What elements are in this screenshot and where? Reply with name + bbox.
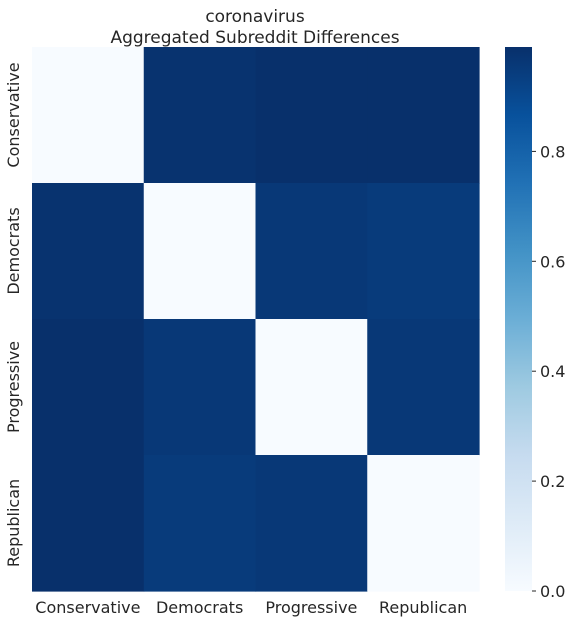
- y-axis-ticks: Conservative Democrats Progressive Republic…: [4, 62, 23, 567]
- colorbar-tick-label: 0.6: [540, 252, 565, 271]
- chart-title: coronavirus: [205, 7, 305, 27]
- heatmap-cell: [32, 455, 145, 592]
- heatmap-cell: [143, 47, 257, 184]
- heatmap-cell: [367, 183, 480, 320]
- heatmap-cell: [32, 319, 145, 456]
- heatmap-cell: [255, 47, 368, 184]
- colorbar: [505, 47, 532, 591]
- chart-subtitle: Aggregated Subreddit Differences: [110, 28, 399, 48]
- x-tick-label: Progressive: [265, 598, 357, 617]
- colorbar-ticks: 0.0 0.2 0.4 0.6 0.8: [532, 142, 565, 601]
- heatmap-cells: [32, 47, 480, 592]
- heatmap-cell: [143, 455, 257, 592]
- x-tick-label: Republican: [379, 598, 467, 617]
- x-tick-label: Conservative: [35, 598, 140, 617]
- heatmap-cell: [367, 455, 480, 592]
- colorbar-tick-label: 0.8: [540, 142, 565, 161]
- heatmap-cell: [367, 319, 480, 456]
- heatmap-cell: [32, 183, 145, 320]
- y-tick-label: Conservative: [4, 62, 23, 167]
- heatmap-cell: [367, 47, 480, 184]
- colorbar-tick-label: 0.0: [540, 582, 565, 601]
- heatmap-cell: [32, 47, 145, 184]
- y-tick-label: Progressive: [4, 341, 23, 433]
- colorbar-tick-label: 0.4: [540, 362, 565, 381]
- heatmap-cell: [255, 319, 368, 456]
- x-tick-label: Democrats: [156, 598, 243, 617]
- y-tick-label: Republican: [4, 479, 23, 567]
- heatmap-cell: [255, 455, 368, 592]
- colorbar-tick-label: 0.2: [540, 472, 565, 491]
- heatmap-cell: [255, 183, 368, 320]
- x-axis-ticks: Conservative Democrats Progressive Republic…: [35, 598, 467, 617]
- heatmap-cell: [143, 319, 257, 456]
- y-tick-label: Democrats: [4, 207, 23, 294]
- heatmap-cell: [143, 183, 257, 320]
